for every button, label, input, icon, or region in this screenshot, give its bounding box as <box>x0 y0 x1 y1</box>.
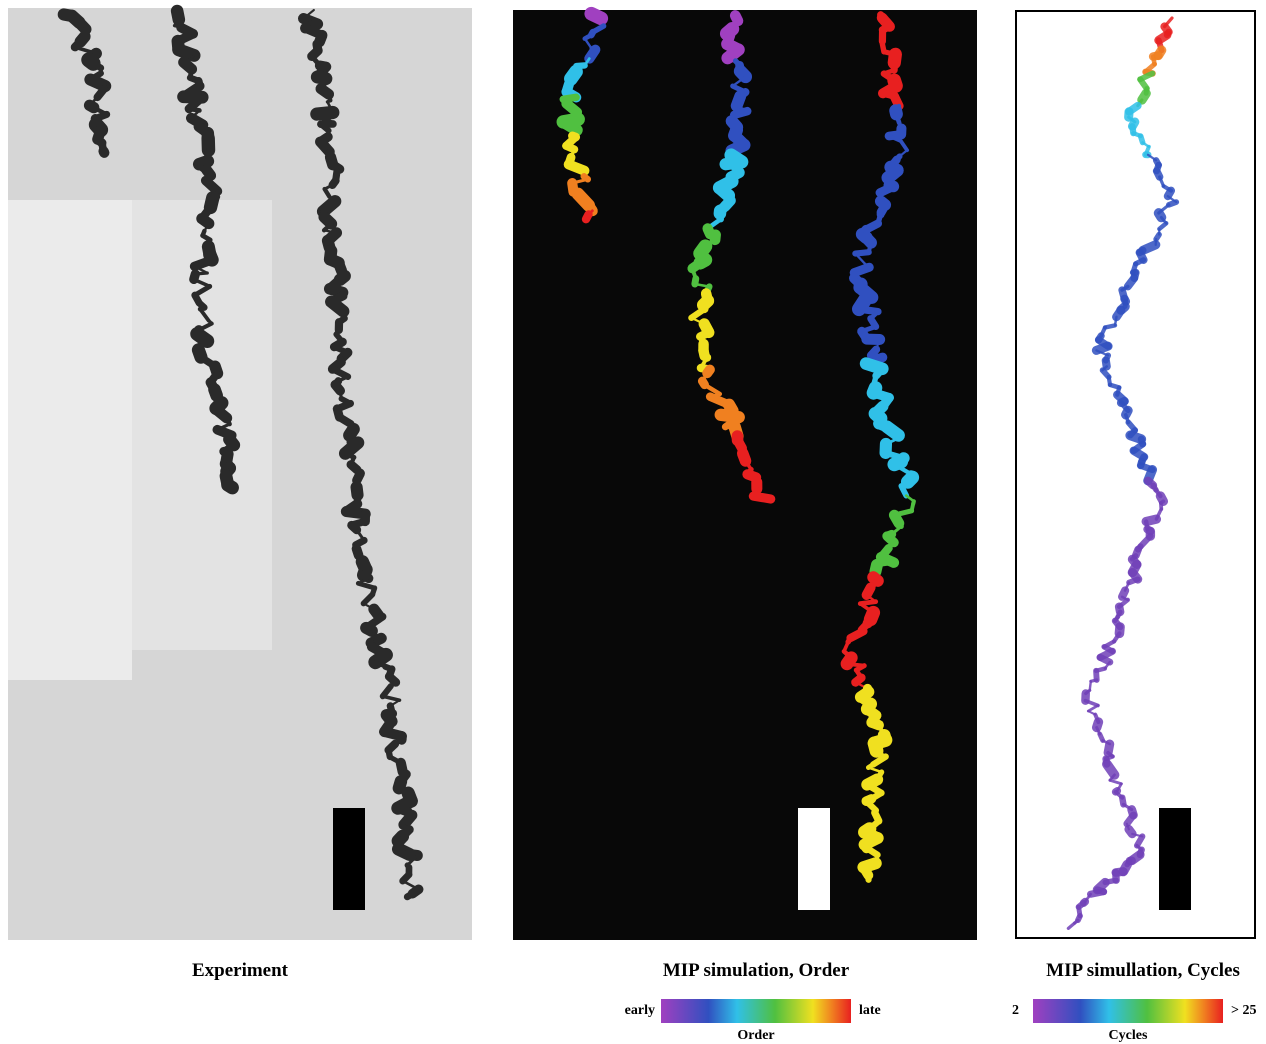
cluster-trail <box>97 89 104 97</box>
colorbar-max: > 25 <box>1231 1003 1256 1018</box>
scale-bar <box>798 808 830 910</box>
cluster-trail <box>880 186 893 192</box>
cluster-trail <box>737 96 741 106</box>
order-panel <box>513 10 977 940</box>
cluster-trail <box>867 588 871 595</box>
colorbar-title: Order <box>737 1028 774 1043</box>
colorbar-max: late <box>859 1003 881 1018</box>
cluster-trail <box>1096 346 1108 350</box>
cluster-trail <box>1107 764 1115 775</box>
cluster-trail <box>589 50 595 59</box>
colorbar-min: 2 <box>1012 1003 1019 1018</box>
caption: MIP simullation, Cycles <box>1046 960 1240 981</box>
cluster-trail <box>407 894 412 897</box>
cluster-trail <box>700 246 705 253</box>
cluster-trail <box>351 465 357 470</box>
cluster-trail <box>104 151 105 153</box>
cluster-trail <box>586 214 588 219</box>
colorbar-min: early <box>625 1003 655 1018</box>
caption: MIP simulation, Order <box>663 960 850 981</box>
cycles-panel <box>1016 11 1255 938</box>
cluster-trail <box>404 815 412 824</box>
experiment-panel <box>8 8 472 940</box>
cluster-trail <box>194 260 212 266</box>
cluster-trail <box>202 219 209 224</box>
cluster-trail <box>1129 579 1138 582</box>
cluster-trail <box>331 302 343 312</box>
cluster-trail <box>1091 892 1104 895</box>
cluster-trail <box>1100 657 1110 662</box>
cluster-trail <box>228 485 232 488</box>
colorbar: 2 > 25 Cycles <box>1012 999 1256 1043</box>
scale-bar <box>333 808 365 910</box>
colorbar-title: Cycles <box>1109 1028 1148 1043</box>
cluster-trail <box>855 252 868 253</box>
figure: Experiment MIP simulation, Order MIP sim… <box>0 0 1266 1044</box>
cluster-trail <box>859 309 878 312</box>
cluster-trail <box>753 496 770 499</box>
scale-bar <box>1159 808 1191 910</box>
colorbar: early late Order <box>625 999 881 1043</box>
caption: Experiment <box>192 960 289 981</box>
cluster-trail <box>179 50 194 56</box>
